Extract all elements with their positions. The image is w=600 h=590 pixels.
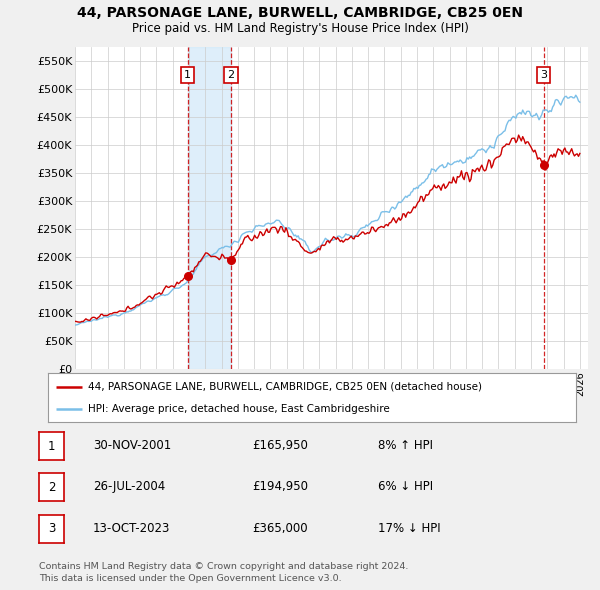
Text: 6% ↓ HPI: 6% ↓ HPI [378, 480, 433, 493]
Text: HPI: Average price, detached house, East Cambridgeshire: HPI: Average price, detached house, East… [88, 404, 389, 414]
Text: 2: 2 [48, 481, 55, 494]
Text: 1: 1 [184, 70, 191, 80]
Text: 30-NOV-2001: 30-NOV-2001 [93, 439, 171, 452]
Text: 3: 3 [48, 522, 55, 535]
Text: Contains HM Land Registry data © Crown copyright and database right 2024.
This d: Contains HM Land Registry data © Crown c… [39, 562, 409, 583]
Text: £194,950: £194,950 [252, 480, 308, 493]
Bar [188, 47, 231, 369]
Text: 26-JUL-2004: 26-JUL-2004 [93, 480, 165, 493]
Text: 8% ↑ HPI: 8% ↑ HPI [378, 439, 433, 452]
Text: 44, PARSONAGE LANE, BURWELL, CAMBRIDGE, CB25 0EN: 44, PARSONAGE LANE, BURWELL, CAMBRIDGE, … [77, 6, 523, 20]
Text: £165,950: £165,950 [252, 439, 308, 452]
Text: 17% ↓ HPI: 17% ↓ HPI [378, 522, 440, 535]
Text: 13-OCT-2023: 13-OCT-2023 [93, 522, 170, 535]
Text: £365,000: £365,000 [252, 522, 308, 535]
Text: 1: 1 [48, 440, 55, 453]
Text: 44, PARSONAGE LANE, BURWELL, CAMBRIDGE, CB25 0EN (detached house): 44, PARSONAGE LANE, BURWELL, CAMBRIDGE, … [88, 382, 482, 392]
Text: Price paid vs. HM Land Registry's House Price Index (HPI): Price paid vs. HM Land Registry's House … [131, 22, 469, 35]
Text: 2: 2 [227, 70, 235, 80]
Text: 3: 3 [540, 70, 547, 80]
